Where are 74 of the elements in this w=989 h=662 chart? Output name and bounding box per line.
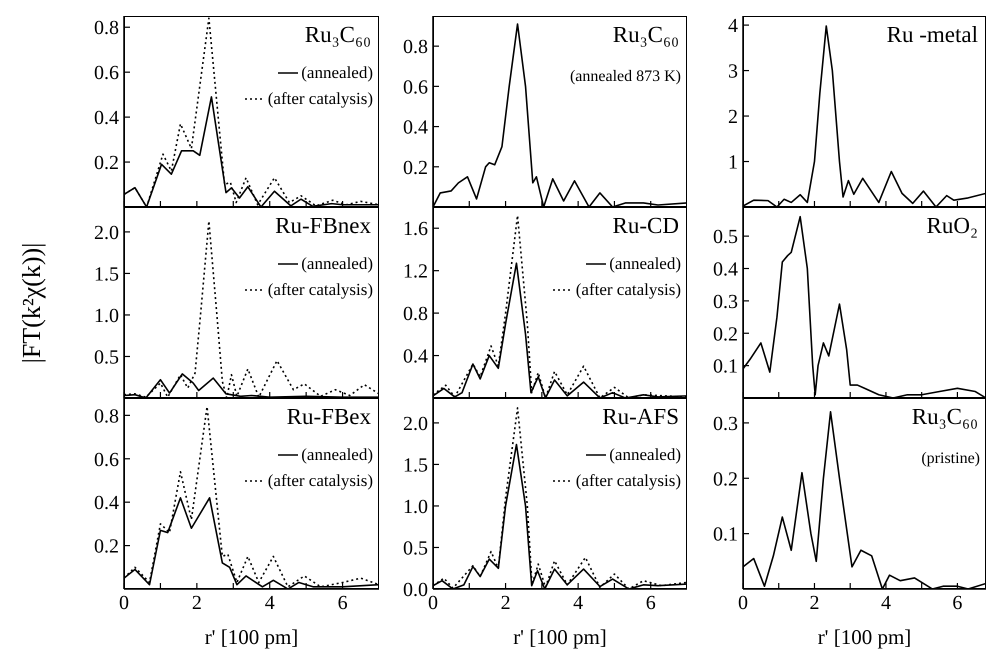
y-tick-label: 0.6 [94,448,119,471]
y-tick-label: 0.8 [94,405,119,428]
x-tick-label: 4 [264,592,275,614]
y-tick-label: 1.5 [94,263,119,286]
y-tick-label: 0.4 [94,107,119,130]
chart-title: RuO₂ [926,213,978,239]
x-tick-label: 0 [738,592,748,614]
chart-title: Ru₃C₆₀ [612,22,679,48]
y-tick-label: 2 [728,106,738,128]
x-tick-label: 2 [809,592,820,614]
legend-label: (after catalysis) [268,88,373,110]
chart-title: Ru-AFS [602,404,679,430]
chart-title: Ru-CD [612,213,679,239]
x-tick-label: 0 [119,592,129,614]
y-tick-label: 1 [728,152,738,174]
y-tick-label: 1.2 [403,260,428,283]
x-axis-title: r' [100 pm] [816,625,912,650]
text: (pristine) [921,450,980,468]
legend-label: (after catalysis) [576,470,681,492]
x-tick-label: 0 [428,592,438,614]
y-tick-label: 0.2 [713,468,738,490]
chart-title: Ru -metal [886,22,978,48]
y-tick-label: 0.6 [403,76,428,98]
y-tick-label: 0.2 [403,156,428,179]
y-tick-label: 2.0 [403,412,428,435]
y-tick-label: 0.1 [713,356,738,378]
legend-label: (annealed) [609,444,681,466]
legend-label: (after catalysis) [268,470,373,492]
x-tick-label: 2 [192,592,202,614]
x-tick-label: 4 [573,592,584,614]
x-axis-title: r' [100 pm] [512,625,608,650]
text: (annealed 873 K) [570,68,681,86]
legend-label: (annealed) [301,253,373,275]
legend-label: (after catalysis) [268,279,373,301]
y-tick-label: 0.2 [94,152,119,174]
y-tick-label: 0.5 [403,537,428,560]
chart-title: Ru₃C₆₀ [912,404,978,430]
y-axis-title: |FT(k²χ(k))| [17,242,47,363]
y-tick-label: 3 [728,60,738,83]
y-tick-label: 0.5 [94,346,119,368]
x-tick-label: 6 [338,592,348,614]
y-tick-label: 0.2 [94,536,119,558]
y-tick-label: 4 [728,15,738,38]
y-tick-label: 0.0 [403,579,428,601]
y-tick-label: 0.8 [94,17,119,40]
y-tick-label: 1.0 [94,304,119,327]
y-tick-label: 0.2 [713,323,738,346]
y-tick-label: 0.5 [713,226,738,248]
y-tick-label: 1.6 [403,218,428,240]
legend-label: (annealed) [301,62,373,84]
y-tick-label: 2.0 [94,222,119,244]
chart-title: Ru-FBnex [275,213,371,239]
y-tick-label: 0.3 [713,290,738,313]
x-tick-label: 6 [646,592,656,614]
y-tick-label: 0.6 [94,62,119,84]
y-tick-label: 0.3 [713,412,738,435]
y-tick-label: 0.8 [403,303,428,326]
chart-title: Ru-FBex [286,404,371,430]
chart-title: Ru₃C₆₀ [304,22,371,48]
legend-label: (annealed) [609,253,681,275]
y-tick-label: 0.4 [403,346,428,368]
x-tick-label: 6 [952,592,962,614]
legend-label: (after catalysis) [576,279,681,301]
y-tick-label: 0.8 [403,36,428,58]
x-axis-title: r' [100 pm] [204,625,300,650]
y-tick-label: 1.0 [403,496,428,518]
y-tick-label: 1.5 [403,454,428,476]
y-tick-label: 0.4 [713,258,738,281]
legend-label: (annealed) [301,444,373,466]
x-tick-label: 2 [500,592,511,614]
y-tick-label: 0.4 [403,116,428,139]
y-tick-label: 0.1 [713,524,738,546]
x-tick-label: 4 [880,592,891,614]
y-tick-label: 0.4 [94,492,119,514]
